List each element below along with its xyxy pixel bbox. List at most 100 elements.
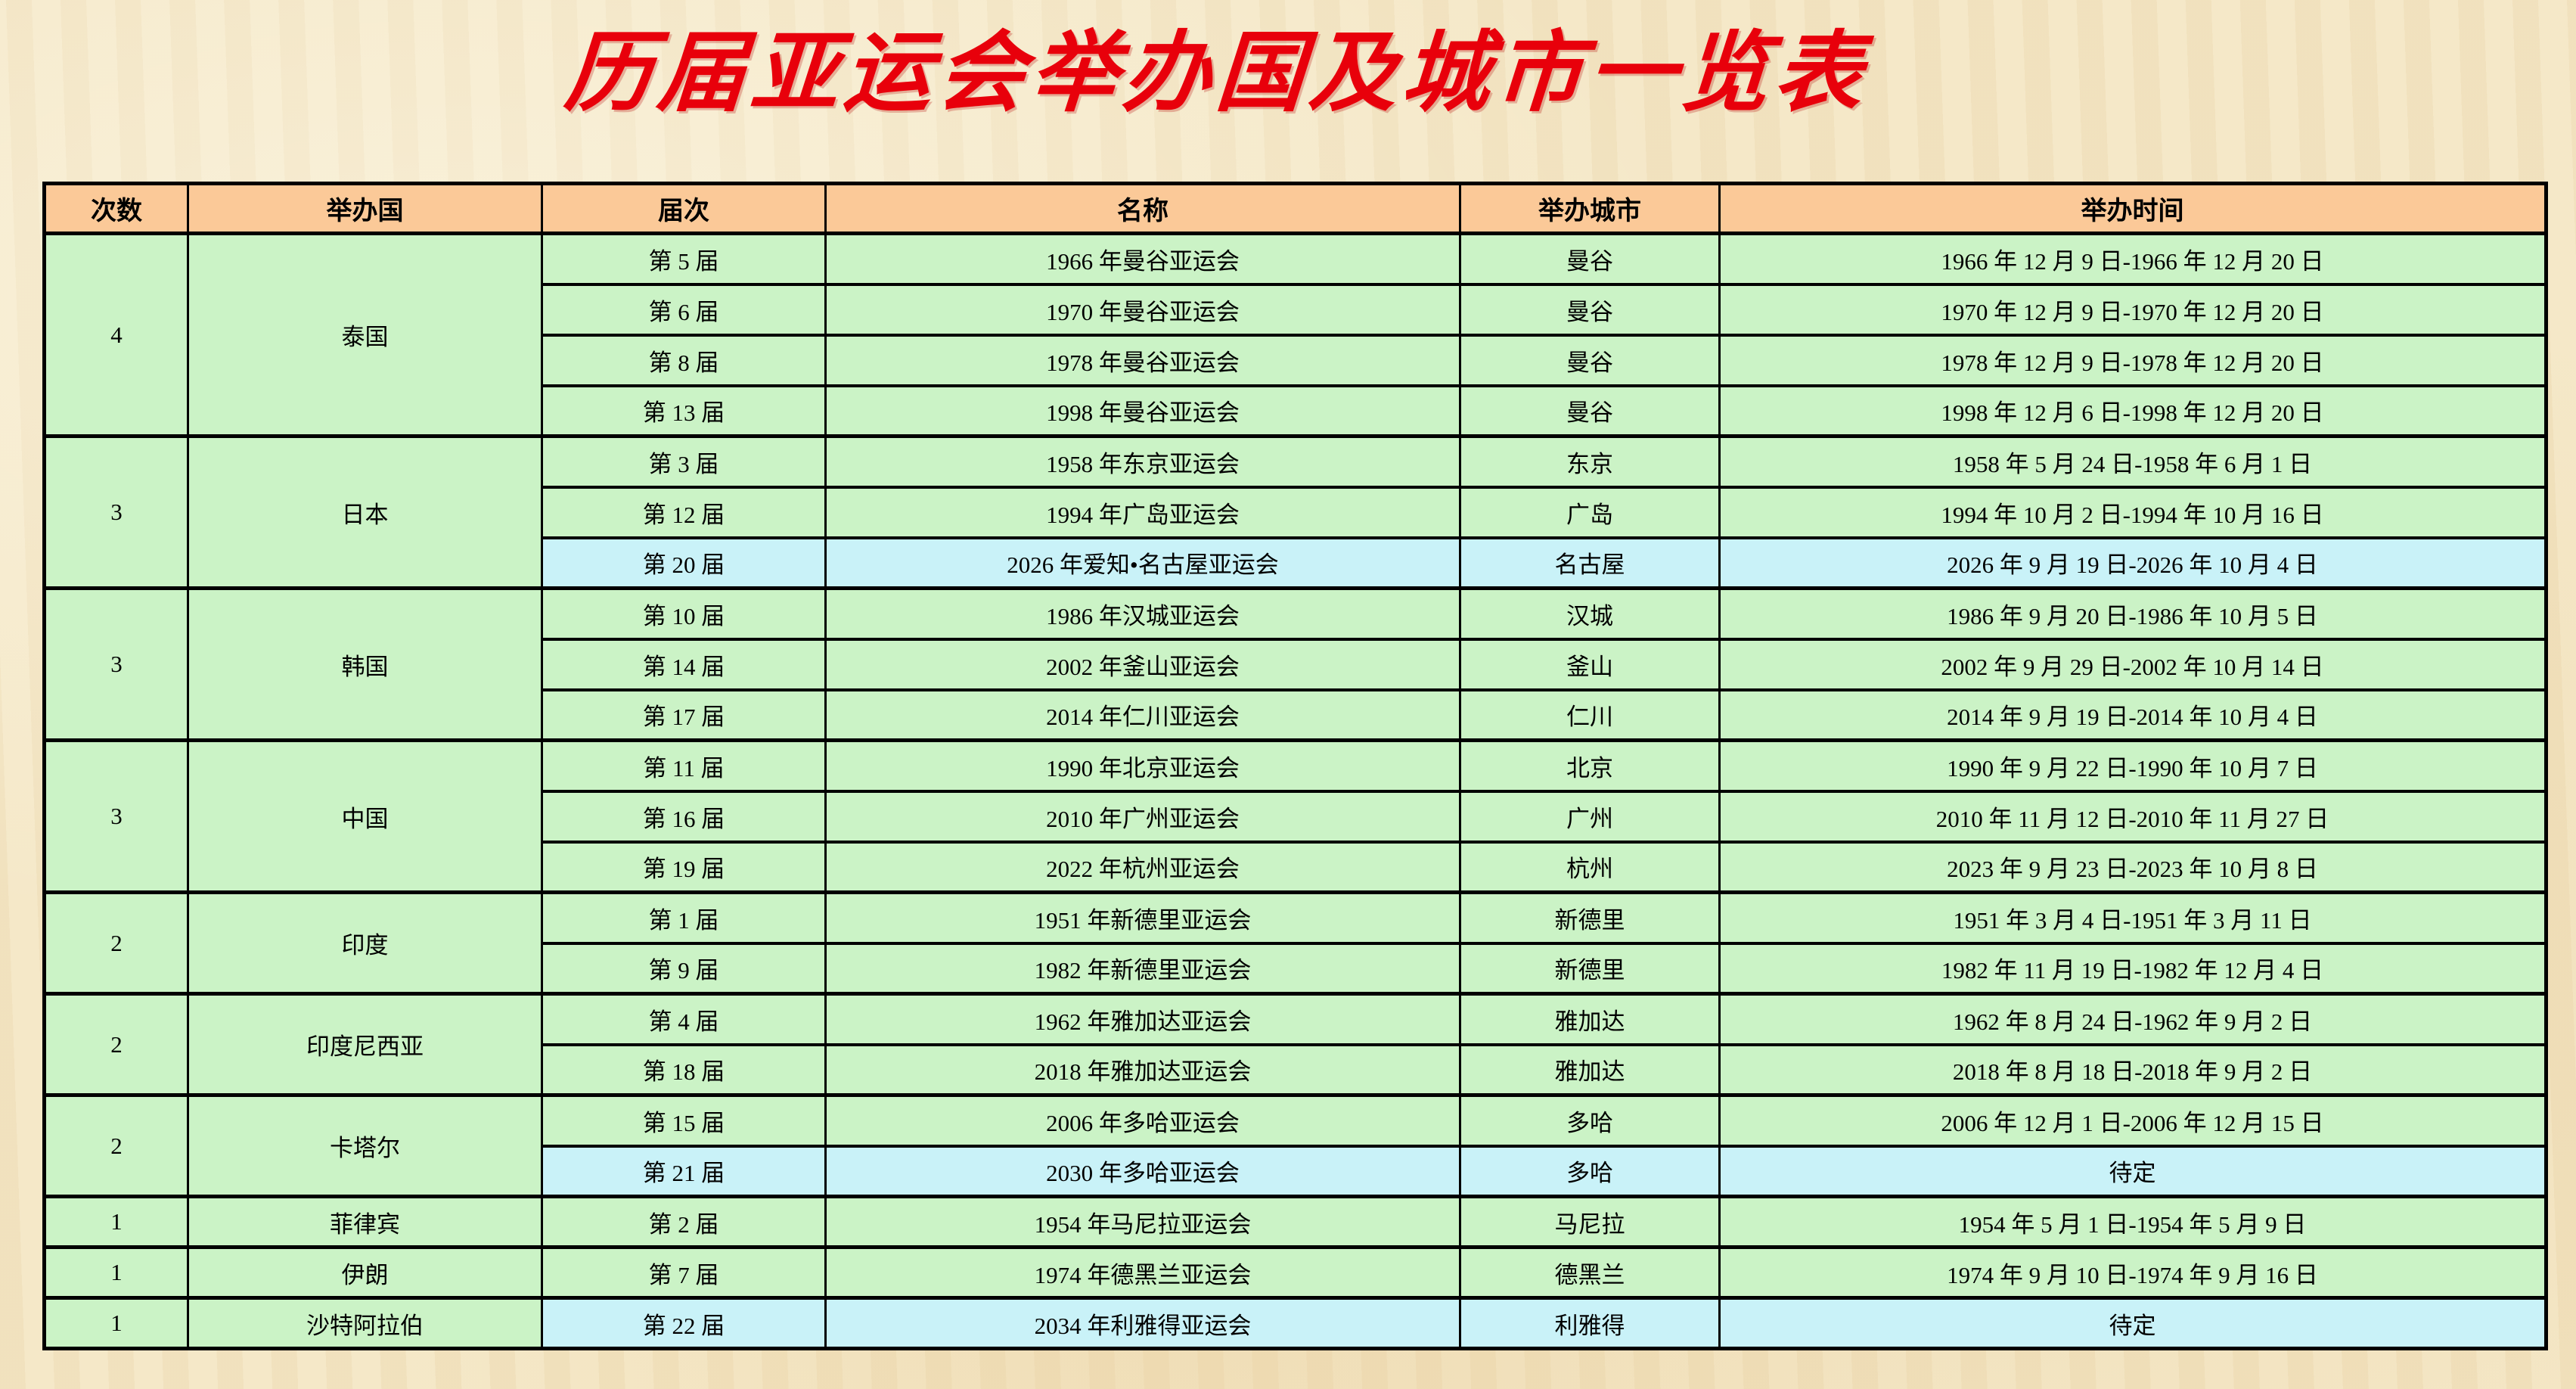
city-cell: 曼谷 [1459,232,1721,286]
time-cell: 2023 年 9 月 23 日-2023 年 10 月 8 日 [1718,840,2547,894]
table-row: 第 13 届 1998 年曼谷亚运会 曼谷 1998 年 12 月 6 日-19… [45,384,2547,438]
table-row: 1 沙特阿拉伯 第 22 届 2034 年利雅得亚运会 利雅得 待定 [43,1296,2547,1350]
country-cell: 泰国 [187,232,543,438]
city-cell: 德黑兰 [1459,1245,1721,1300]
edition-cell: 第 9 届 [541,941,827,996]
country-cell: 印度尼西亚 [187,992,543,1097]
edition-cell: 第 1 届 [541,890,827,945]
edition-cell: 第 10 届 [541,586,827,641]
city-cell: 多哈 [1459,1093,1721,1148]
edition-cell: 第 11 届 [541,738,827,793]
city-cell: 广岛 [1459,485,1721,539]
name-cell: 2002 年釜山亚运会 [824,637,1461,691]
time-cell: 1982 年 11 月 19 日-1982 年 12 月 4 日 [1718,941,2547,996]
time-cell: 1994 年 10 月 2 日-1994 年 10 月 16 日 [1718,485,2547,539]
time-cell: 2010 年 11 月 12 日-2010 年 11 月 27 日 [1718,789,2547,844]
edition-cell: 第 13 届 [541,384,827,438]
name-cell: 2034 年利雅得亚运会 [824,1296,1461,1350]
table-row: 第 18 届 2018 年雅加达亚运会 雅加达 2018 年 8 月 18 日-… [45,1043,2547,1097]
name-cell: 1974 年德黑兰亚运会 [824,1245,1461,1300]
time-cell: 1951 年 3 月 4 日-1951 年 3 月 11 日 [1718,890,2547,945]
edition-cell: 第 12 届 [541,485,827,539]
time-cell: 2026 年 9 月 19 日-2026 年 10 月 4 日 [1718,536,2547,590]
header-city: 举办城市 [1459,182,1721,235]
table-row: 4 泰国 第 5 届 1966 年曼谷亚运会 曼谷 1966 年 12 月 9 … [43,232,2547,438]
time-cell: 1958 年 5 月 24 日-1958 年 6 月 1 日 [1718,434,2547,489]
time-cell: 2002 年 9 月 29 日-2002 年 10 月 14 日 [1718,637,2547,691]
city-cell: 仁川 [1459,688,1721,742]
edition-cell: 第 5 届 [541,232,827,286]
name-cell: 1998 年曼谷亚运会 [824,384,1461,438]
name-cell: 1958 年东京亚运会 [824,434,1461,489]
name-cell: 1966 年曼谷亚运会 [824,232,1461,286]
city-cell: 曼谷 [1459,282,1721,337]
time-cell: 1978 年 12 月 9 日-1978 年 12 月 20 日 [1718,333,2547,387]
country-cell: 日本 [187,434,543,590]
time-cell: 1990 年 9 月 22 日-1990 年 10 月 7 日 [1718,738,2547,793]
country-cell: 伊朗 [187,1245,543,1300]
name-cell: 1970 年曼谷亚运会 [824,282,1461,337]
table-row: 第 14 届 2002 年釜山亚运会 釜山 2002 年 9 月 29 日-20… [45,637,2547,691]
table-row: 第 12 届 1994 年广岛亚运会 广岛 1994 年 10 月 2 日-19… [45,485,2547,539]
name-cell: 1962 年雅加达亚运会 [824,992,1461,1046]
table-row: 1 菲律宾 第 2 届 1954 年马尼拉亚运会 马尼拉 1954 年 5 月 … [43,1195,2547,1249]
time-cell: 1962 年 8 月 24 日-1962 年 9 月 2 日 [1718,992,2547,1046]
time-cell: 1966 年 12 月 9 日-1966 年 12 月 20 日 [1718,232,2547,286]
city-cell: 马尼拉 [1459,1195,1721,1249]
edition-cell: 第 21 届 [541,1144,827,1198]
city-cell: 新德里 [1459,941,1721,996]
name-cell: 1951 年新德里亚运会 [824,890,1461,945]
city-cell: 汉城 [1459,586,1721,641]
city-cell: 名古屋 [1459,536,1721,590]
time-cell: 1954 年 5 月 1 日-1954 年 5 月 9 日 [1718,1195,2547,1249]
page-title: 历届亚运会举办国及城市一览表 [561,26,1871,123]
count-cell: 3 [43,586,189,742]
country-cell: 卡塔尔 [187,1093,543,1198]
count-cell: 1 [43,1245,189,1300]
edition-cell: 第 7 届 [541,1245,827,1300]
count-cell: 3 [43,738,189,894]
city-cell: 广州 [1459,789,1721,844]
country-cell: 菲律宾 [187,1195,543,1249]
country-cell: 中国 [187,738,543,894]
table-row: 第 21 届 2030 年多哈亚运会 多哈 待定 [45,1144,2547,1198]
count-cell: 4 [43,232,189,438]
edition-cell: 第 17 届 [541,688,827,742]
name-cell: 2026 年爱知•名古屋亚运会 [824,536,1461,590]
header-edition: 届次 [541,182,827,235]
table-row: 第 16 届 2010 年广州亚运会 广州 2010 年 11 月 12 日-2… [45,789,2547,844]
time-cell: 1998 年 12 月 6 日-1998 年 12 月 20 日 [1718,384,2547,438]
time-cell: 1986 年 9 月 20 日-1986 年 10 月 5 日 [1718,586,2547,641]
city-cell: 北京 [1459,738,1721,793]
edition-cell: 第 22 届 [541,1296,827,1350]
city-cell: 利雅得 [1459,1296,1721,1350]
table-row: 2 印度尼西亚 第 4 届 1962 年雅加达亚运会 雅加达 1962 年 8 … [43,992,2547,1097]
name-cell: 2010 年广州亚运会 [824,789,1461,844]
time-cell: 2006 年 12 月 1 日-2006 年 12 月 15 日 [1718,1093,2547,1148]
edition-cell: 第 15 届 [541,1093,827,1148]
table-row: 1 伊朗 第 7 届 1974 年德黑兰亚运会 德黑兰 1974 年 9 月 1… [43,1245,2547,1300]
name-cell: 2030 年多哈亚运会 [824,1144,1461,1198]
count-cell: 2 [43,890,189,996]
name-cell: 2006 年多哈亚运会 [824,1093,1461,1148]
edition-cell: 第 4 届 [541,992,827,1046]
count-cell: 2 [43,992,189,1097]
country-cell: 印度 [187,890,543,996]
header-country: 举办国 [187,182,543,235]
name-cell: 1986 年汉城亚运会 [824,586,1461,641]
asian-games-table: 次数 举办国 届次 名称 举办城市 举办时间 4 泰国 第 5 届 1966 年… [42,182,2548,1350]
edition-cell: 第 19 届 [541,840,827,894]
table-row: 2 印度 第 1 届 1951 年新德里亚运会 新德里 1951 年 3 月 4… [43,890,2547,996]
table-row: 3 日本 第 3 届 1958 年东京亚运会 东京 1958 年 5 月 24 … [43,434,2547,590]
header-count: 次数 [43,182,189,235]
city-cell: 釜山 [1459,637,1721,691]
table-row: 3 中国 第 11 届 1990 年北京亚运会 北京 1990 年 9 月 22… [43,738,2547,894]
header-name: 名称 [824,182,1461,235]
time-cell: 1974 年 9 月 10 日-1974 年 9 月 16 日 [1718,1245,2547,1300]
name-cell: 1982 年新德里亚运会 [824,941,1461,996]
count-cell: 1 [43,1296,189,1350]
edition-cell: 第 16 届 [541,789,827,844]
time-cell: 2014 年 9 月 19 日-2014 年 10 月 4 日 [1718,688,2547,742]
edition-cell: 第 20 届 [541,536,827,590]
